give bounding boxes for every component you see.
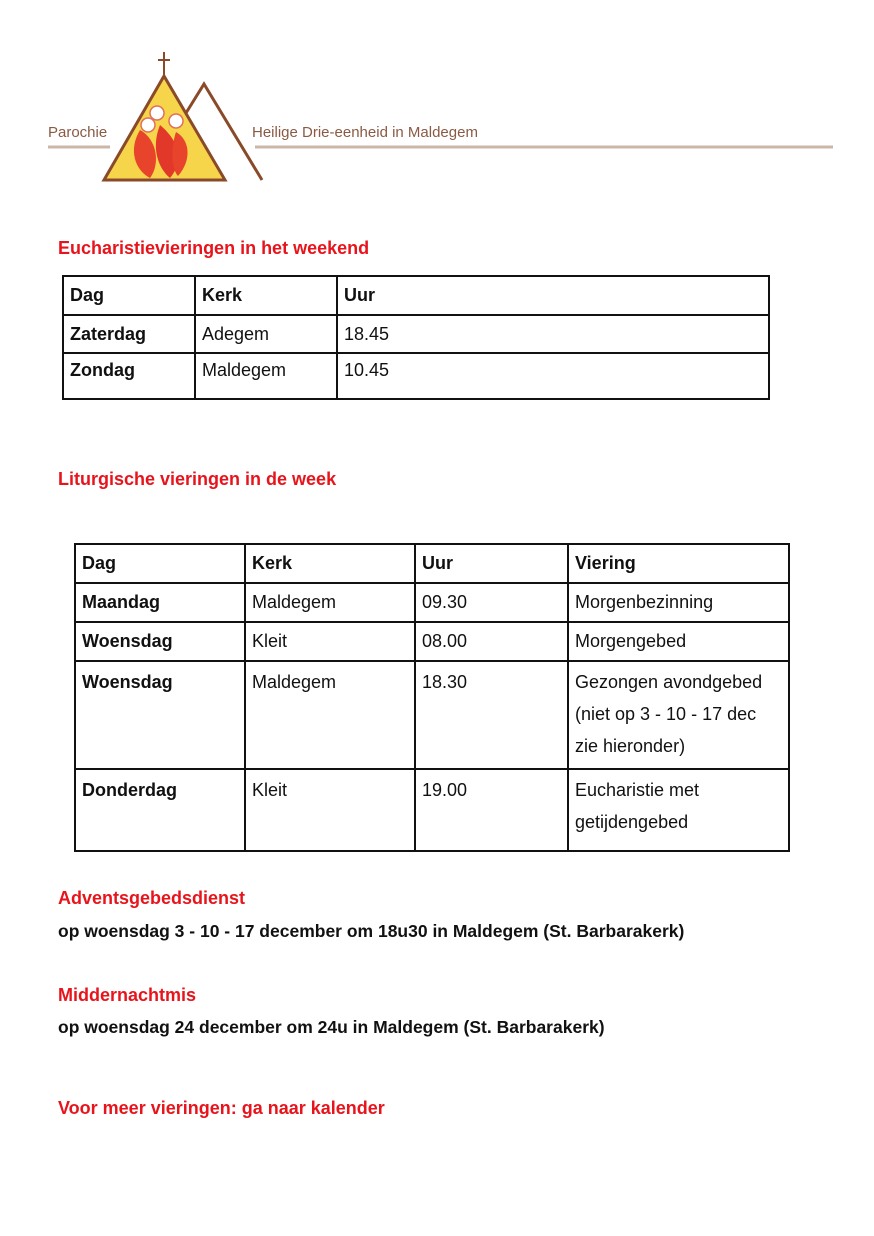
header-cell: Kerk bbox=[244, 543, 416, 584]
service-cell: Gezongen avondgebed (niet op 3 - 10 - 17… bbox=[567, 660, 790, 770]
table-row: Woensdag Kleit 08.00 Morgengebed bbox=[74, 621, 790, 662]
header-cell: Viering bbox=[567, 543, 790, 584]
calendar-link[interactable]: Voor meer vieringen: ga naar kalender bbox=[58, 1098, 385, 1118]
church-cell: Maldegem bbox=[244, 582, 416, 623]
day-cell: Zaterdag bbox=[62, 314, 196, 354]
table-header-row: Dag Kerk Uur Viering bbox=[74, 543, 790, 584]
table-row: Donderdag Kleit 19.00 Eucharistie met ge… bbox=[74, 768, 790, 852]
time-cell: 18.30 bbox=[414, 660, 569, 770]
header-cell: Uur bbox=[336, 275, 770, 316]
midnight-heading: Middernachtmis bbox=[58, 985, 197, 1005]
service-cell: Morgengebed bbox=[567, 621, 790, 662]
advent-text: op woensdag 3 - 10 - 17 december om 18u3… bbox=[58, 921, 685, 941]
church-cell: Adegem bbox=[194, 314, 338, 354]
header-cell: Kerk bbox=[194, 275, 338, 316]
header-cell: Dag bbox=[62, 275, 196, 316]
week-table: Dag Kerk Uur Viering Maandag Maldegem 09… bbox=[74, 543, 790, 852]
day-cell: Woensdag bbox=[74, 660, 246, 770]
header-cell: Uur bbox=[414, 543, 569, 584]
table-row: Maandag Maldegem 09.30 Morgenbezinning bbox=[74, 582, 790, 623]
midnight-text: op woensdag 24 december om 24u in Maldeg… bbox=[58, 1017, 605, 1037]
advent-heading: Adventsgebedsdienst bbox=[58, 888, 246, 908]
church-cell: Maldegem bbox=[194, 352, 338, 400]
table-row: Zondag Maldegem 10.45 bbox=[62, 352, 770, 400]
logo-graphic bbox=[48, 52, 833, 182]
table-row: Zaterdag Adegem 18.45 bbox=[62, 314, 770, 354]
header-cell: Dag bbox=[74, 543, 246, 584]
time-cell: 09.30 bbox=[414, 582, 569, 623]
time-cell: 08.00 bbox=[414, 621, 569, 662]
table-row: Woensdag Maldegem 18.30 Gezongen avondge… bbox=[74, 660, 790, 770]
weekend-table: Dag Kerk Uur Zaterdag Adegem 18.45 Zonda… bbox=[62, 275, 770, 400]
table-header-row: Dag Kerk Uur bbox=[62, 275, 770, 316]
church-cell: Kleit bbox=[244, 768, 416, 852]
time-cell: 18.45 bbox=[336, 314, 770, 354]
day-cell: Zondag bbox=[62, 352, 196, 400]
time-cell: 19.00 bbox=[414, 768, 569, 852]
day-cell: Donderdag bbox=[74, 768, 246, 852]
day-cell: Woensdag bbox=[74, 621, 246, 662]
logo-left-text: Parochie bbox=[48, 124, 108, 141]
service-cell: Morgenbezinning bbox=[567, 582, 790, 623]
weekend-heading: Eucharistievieringen in het weekend bbox=[58, 238, 370, 258]
week-heading: Liturgische vieringen in de week bbox=[58, 469, 337, 489]
time-cell: 10.45 bbox=[336, 352, 770, 400]
logo-right-text: Heilige Drie-eenheid in Maldegem bbox=[252, 124, 478, 141]
church-cell: Maldegem bbox=[244, 660, 416, 770]
day-cell: Maandag bbox=[74, 582, 246, 623]
church-cell: Kleit bbox=[244, 621, 416, 662]
service-cell: Eucharistie met getijdengebed bbox=[567, 768, 790, 852]
